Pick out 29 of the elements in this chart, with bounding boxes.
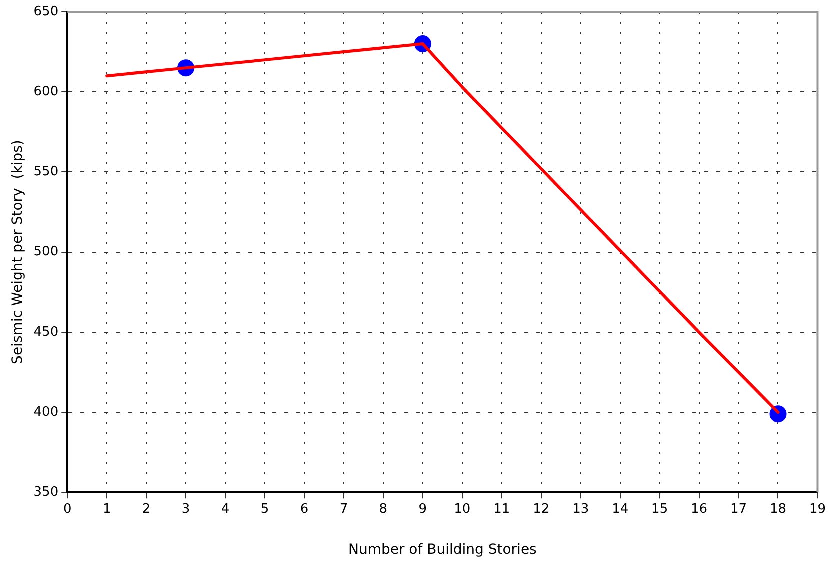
x-tick-label: 6 bbox=[300, 502, 309, 517]
x-tick-label: 3 bbox=[182, 502, 190, 517]
x-tick-label: 7 bbox=[340, 502, 348, 517]
y-tick-label: 500 bbox=[34, 244, 59, 260]
x-tick-label: 0 bbox=[63, 502, 72, 517]
y-axis-title: Seismic Weight per Story (kips) bbox=[10, 140, 26, 364]
x-tick-label: 8 bbox=[379, 502, 388, 517]
y-tick-label: 400 bbox=[34, 404, 59, 420]
x-tick-label: 9 bbox=[418, 502, 428, 517]
x-tick-label: 12 bbox=[533, 502, 550, 517]
x-tick-label: 18 bbox=[770, 502, 787, 517]
x-tick-label: 4 bbox=[221, 502, 230, 517]
x-tick-label: 19 bbox=[809, 502, 826, 517]
x-tick-label: 14 bbox=[612, 502, 629, 517]
x-tick-label: 2 bbox=[142, 502, 151, 517]
x-tick-label: 1 bbox=[102, 502, 112, 517]
x-tick-label: 13 bbox=[572, 502, 590, 517]
x-axis-title: Number of Building Stories bbox=[348, 542, 537, 558]
y-tick-label: 350 bbox=[34, 484, 59, 500]
y-tick-label: 600 bbox=[34, 84, 59, 100]
x-tick-label: 10 bbox=[454, 502, 471, 517]
x-tick-label: 15 bbox=[652, 502, 668, 517]
y-tick-label: 550 bbox=[34, 164, 59, 180]
x-tick-label: 16 bbox=[691, 502, 708, 517]
x-tick-label: 5 bbox=[260, 502, 270, 517]
x-tick-label: 17 bbox=[730, 502, 748, 517]
x-tick-label: 11 bbox=[494, 502, 510, 517]
y-tick-label: 650 bbox=[34, 4, 59, 20]
y-tick-label: 450 bbox=[34, 324, 59, 340]
